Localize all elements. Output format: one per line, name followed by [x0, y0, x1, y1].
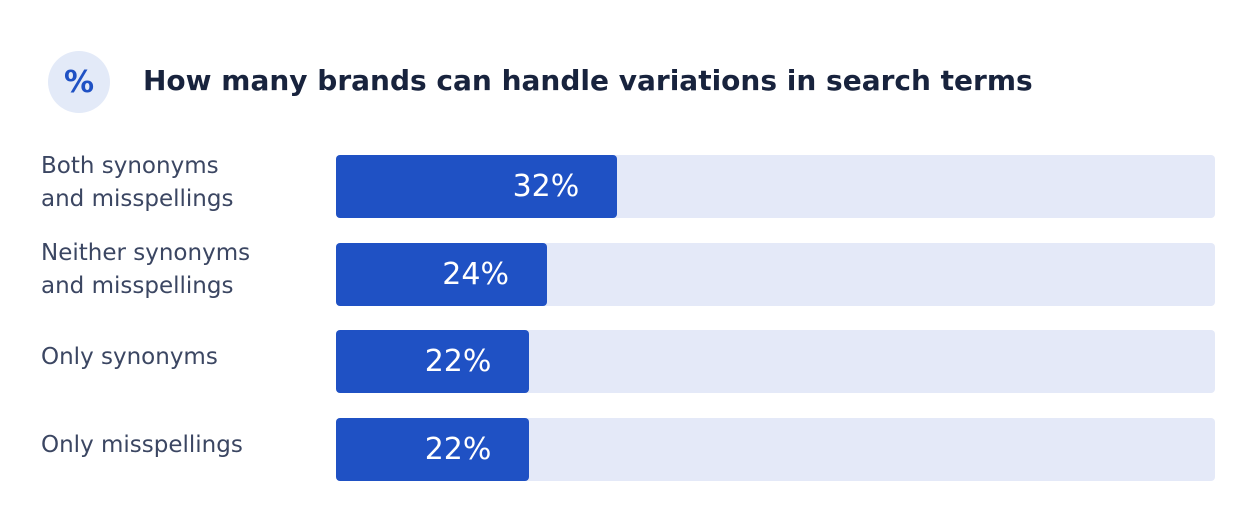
category-label: Neither synonyms and misspellings	[41, 240, 251, 300]
bar	[336, 418, 530, 482]
bar	[336, 155, 618, 218]
category-label: Only misspellings	[41, 432, 243, 459]
value-label: 22%	[424, 344, 492, 380]
category-label: Both synonyms and misspellings	[41, 152, 234, 212]
value-label: 22%	[424, 432, 492, 468]
category-label: Only synonyms	[41, 344, 218, 371]
icon: %	[48, 51, 110, 113]
bar	[336, 330, 530, 394]
bar	[336, 242, 547, 306]
value-label: 24%	[442, 256, 509, 292]
chart-title: How many brands can handle variations in…	[143, 64, 1033, 97]
value-label: 32%	[512, 169, 580, 204]
